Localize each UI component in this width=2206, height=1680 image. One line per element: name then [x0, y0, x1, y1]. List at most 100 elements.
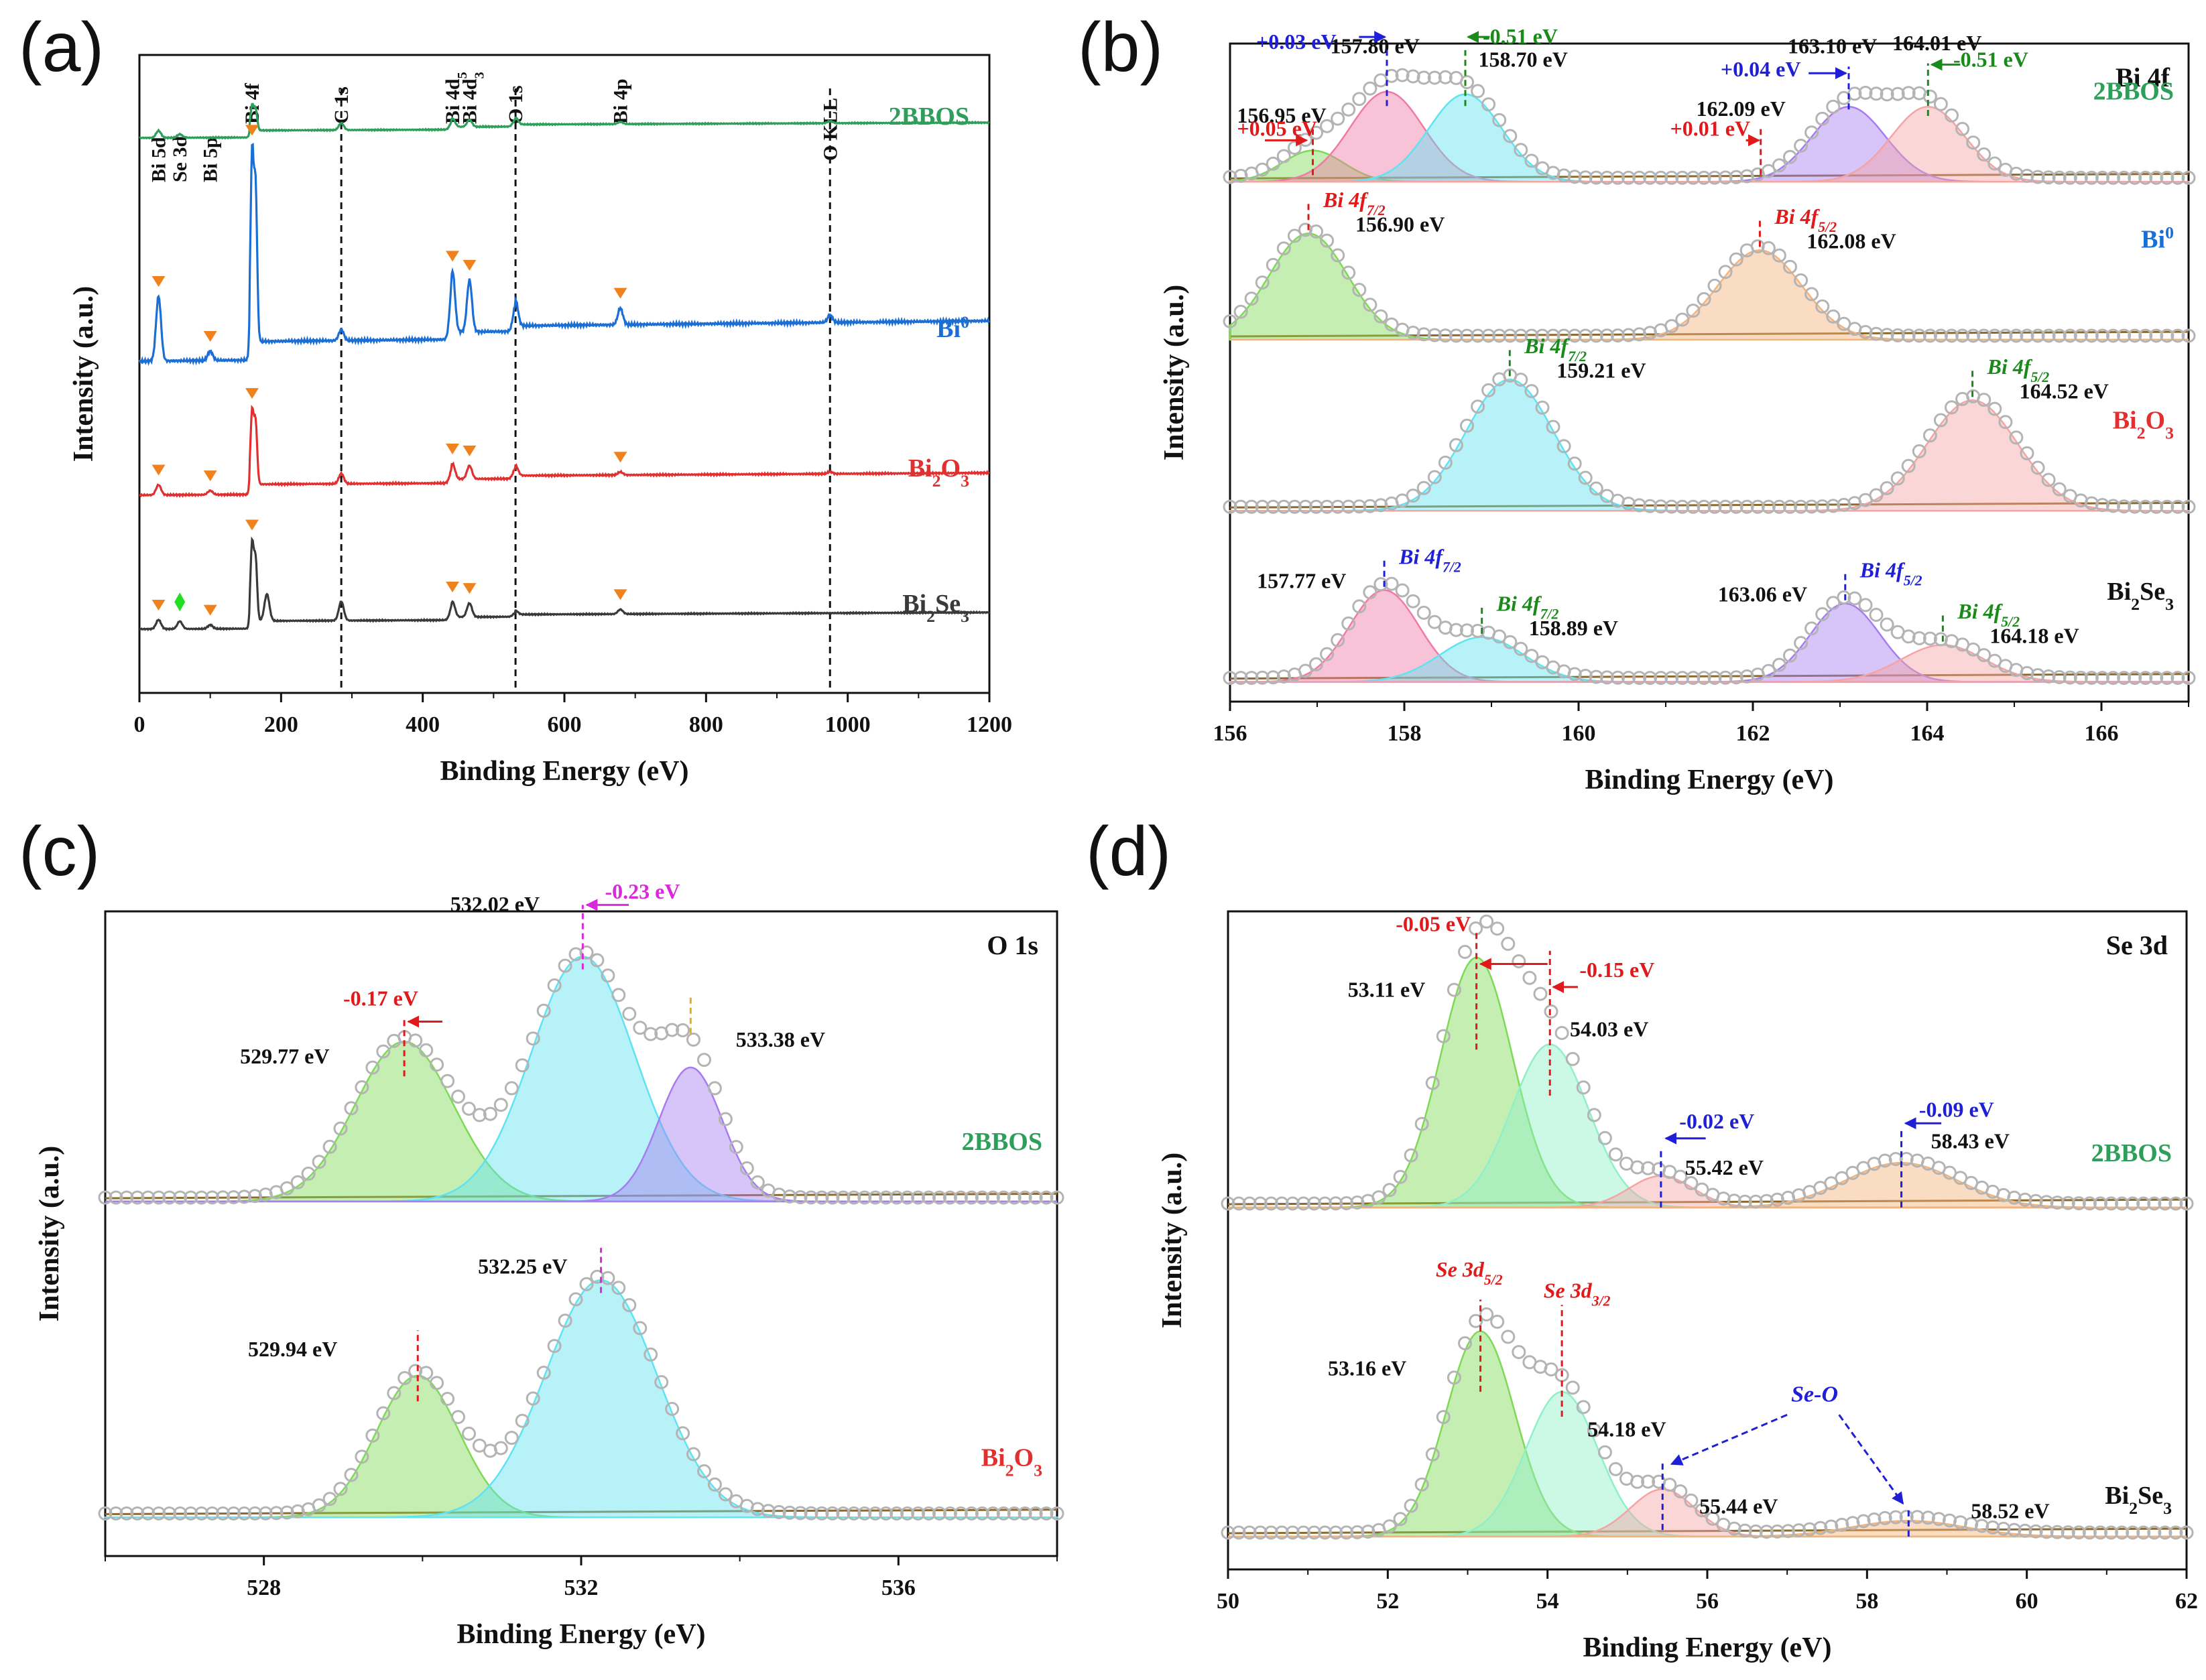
envelope-point — [1449, 623, 1463, 637]
envelope-point — [1804, 621, 1819, 636]
envelope-point — [493, 1098, 508, 1112]
envelope-point — [697, 1464, 711, 1478]
envelope-point — [975, 1506, 989, 1521]
envelope-point — [1287, 229, 1302, 243]
envelope-point — [290, 1175, 305, 1189]
envelope-point — [1266, 499, 1280, 514]
envelope-point — [504, 1081, 519, 1096]
envelope-point — [194, 1506, 209, 1521]
envelope-point — [2050, 1196, 2065, 1210]
envelope-point — [2063, 328, 2077, 343]
shift-label: -0.05 eV — [1396, 911, 1471, 935]
envelope-point — [1673, 1484, 1688, 1498]
envelope-point — [1772, 158, 1786, 173]
envelope-point — [130, 1506, 145, 1521]
envelope-point — [1018, 1190, 1032, 1205]
series-line-Bi2Se3 — [139, 536, 990, 632]
peak-assignment-label: Bi 4f5/2 — [1774, 204, 1837, 235]
envelope-point — [1492, 113, 1507, 127]
envelope-point — [1608, 1462, 1623, 1476]
envelope-point — [184, 1506, 198, 1521]
envelope-point — [2061, 1196, 2075, 1210]
envelope-point — [1824, 1519, 1839, 1534]
envelope-point — [173, 1506, 188, 1521]
envelope-point — [2106, 170, 2120, 185]
envelope-point — [1761, 241, 1776, 255]
envelope-point — [2030, 328, 2045, 343]
envelope-point — [1471, 399, 1485, 414]
envelope-point — [269, 1506, 284, 1521]
envelope-point — [825, 1190, 840, 1205]
x-tick-label: 600 — [548, 712, 582, 737]
envelope-point — [1922, 631, 1937, 646]
envelope-point — [1783, 259, 1797, 274]
envelope-point — [985, 1506, 1000, 1521]
envelope-point — [2160, 499, 2174, 514]
envelope-point — [1697, 499, 1711, 514]
envelope-point — [1512, 954, 1526, 968]
envelope-point — [194, 1190, 209, 1205]
envelope-point — [1707, 170, 1722, 185]
envelope-point — [644, 1027, 658, 1041]
envelope-point — [141, 1190, 156, 1205]
envelope-point — [1578, 328, 1593, 343]
envelope-point — [1933, 328, 1948, 343]
x-tick-label: 400 — [406, 712, 440, 737]
envelope-point — [1718, 670, 1733, 685]
envelope-point — [1813, 1521, 1828, 1535]
envelope-point — [1826, 596, 1841, 610]
envelope-point — [1890, 328, 1905, 342]
envelope-point — [1276, 241, 1291, 256]
envelope-point — [1524, 384, 1539, 399]
envelope-point — [1869, 86, 1884, 101]
envelope-point — [227, 1190, 241, 1205]
envelope-point — [2071, 1196, 2086, 1211]
envelope-point — [1233, 499, 1248, 514]
envelope-point — [2082, 1196, 2097, 1211]
series-line-Bi0 — [138, 142, 991, 367]
envelope-point — [1414, 1477, 1429, 1492]
envelope-point — [1382, 1519, 1397, 1534]
peak-energy-label: 158.89 eV — [1529, 616, 1618, 640]
envelope-point — [1298, 499, 1312, 514]
x-tick-label: 162 — [1736, 721, 1770, 746]
envelope-point — [2009, 430, 2024, 445]
envelope-point — [280, 1505, 294, 1520]
peak-energy-label: 164.52 eV — [2020, 379, 2109, 403]
envelope-point — [953, 1190, 968, 1205]
envelope-point — [1955, 328, 1970, 343]
envelope-point — [761, 1504, 776, 1519]
series-line-Bi2O3 — [139, 405, 990, 498]
envelope-point — [2104, 1525, 2118, 1540]
envelope-point — [1471, 328, 1485, 343]
envelope-point — [1492, 629, 1507, 644]
peak-assignment-label: Bi 4f5/2 — [1957, 599, 2020, 630]
envelope-point — [1339, 1525, 1354, 1540]
shift-label: -0.09 eV — [1919, 1097, 1994, 1121]
envelope-point — [109, 1190, 123, 1205]
envelope-point — [1481, 97, 1496, 112]
envelope-point — [1427, 328, 1442, 342]
orange-triangle-marker — [463, 445, 477, 456]
peak-energy-label: 162.09 eV — [1697, 96, 1786, 121]
envelope-point — [2073, 670, 2088, 685]
envelope-point — [2149, 499, 2164, 514]
envelope-point — [2093, 1196, 2107, 1211]
envelope-point — [451, 1410, 465, 1425]
envelope-point — [2095, 170, 2109, 185]
envelope-point — [1331, 499, 1345, 514]
x-axis-title: Binding Energy (eV) — [440, 756, 688, 787]
orange-triangle-marker — [613, 589, 627, 600]
envelope-point — [1352, 283, 1367, 297]
envelope-point — [1964, 1516, 1979, 1531]
envelope-point — [2160, 671, 2174, 686]
envelope-point — [1320, 647, 1335, 661]
envelope-point — [1632, 498, 1647, 513]
envelope-point — [1352, 499, 1367, 514]
envelope-point — [836, 1190, 851, 1205]
y-axis-title: Intensity (a.u.) — [34, 1146, 65, 1322]
envelope-point — [109, 1506, 123, 1521]
envelope-point — [1880, 328, 1894, 342]
envelope-point — [1361, 1525, 1375, 1539]
envelope-point — [1481, 328, 1496, 343]
